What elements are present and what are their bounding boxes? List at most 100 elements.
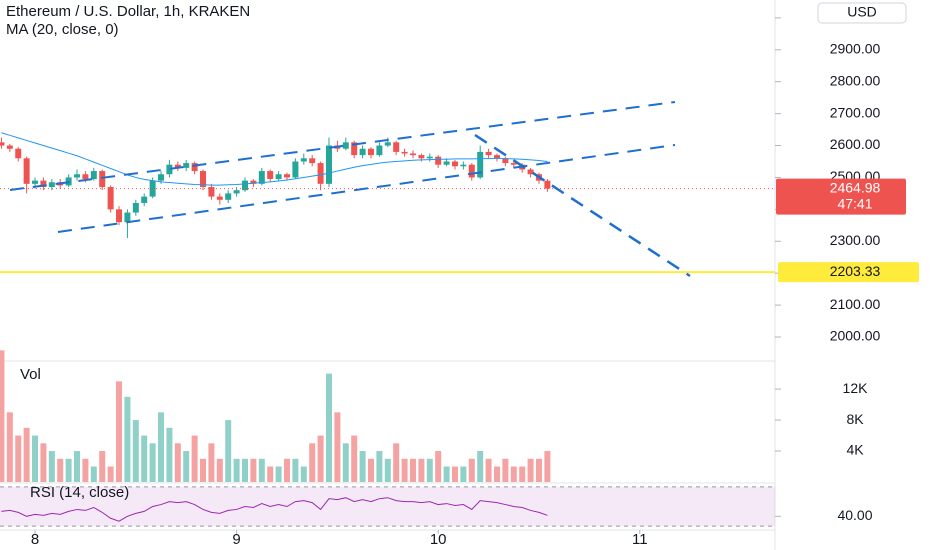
candle-body — [15, 148, 22, 159]
volume-bar — [82, 458, 89, 482]
volume-bar — [477, 451, 484, 482]
candle-body — [418, 155, 425, 159]
volume-bar — [15, 435, 22, 482]
volume-bar — [393, 443, 400, 482]
candle-body — [468, 164, 475, 178]
volume-bar — [116, 381, 123, 482]
ma-line — [1, 132, 548, 186]
candle-body — [174, 164, 181, 168]
volume-bar — [384, 458, 391, 482]
volume-bar — [342, 443, 349, 482]
candle-body — [233, 190, 240, 194]
volume-bar — [527, 458, 534, 482]
volume-bar — [233, 458, 240, 482]
candle-body — [40, 180, 47, 188]
candle-body — [544, 180, 551, 189]
candle-body — [242, 180, 249, 191]
last-price-box — [776, 178, 906, 215]
candle-body — [23, 158, 30, 184]
candle-body — [200, 171, 207, 188]
volume-bar — [359, 451, 366, 482]
y-tick-label: 2300.00 — [830, 232, 881, 248]
candle-body — [502, 158, 509, 164]
y-tick-label: 8K — [846, 411, 864, 427]
volume-bar — [435, 451, 442, 482]
volume-bar — [158, 412, 165, 482]
volume-bar — [242, 458, 249, 482]
y-tick-label: 2100.00 — [830, 296, 881, 312]
volume-bar — [74, 451, 81, 482]
last-price-label: 2464.98 — [830, 179, 881, 195]
y-tick-label: 2600.00 — [830, 136, 881, 152]
candle-body — [317, 163, 324, 184]
candle-body — [300, 158, 307, 162]
volume-bar — [376, 451, 383, 482]
x-tick-label: 11 — [632, 531, 648, 548]
candle-body — [477, 151, 484, 178]
candle-body — [74, 174, 81, 178]
volume-bar — [191, 435, 198, 482]
volume-bar — [250, 458, 257, 482]
volume-bar — [32, 435, 39, 482]
candle-body — [275, 174, 282, 180]
candle-body — [166, 164, 173, 175]
volume-bar — [418, 458, 425, 482]
x-tick-label: 10 — [430, 531, 447, 548]
volume-bar — [443, 466, 450, 482]
volume-bar — [292, 458, 299, 482]
candle-body — [309, 158, 316, 164]
y-tick-label: 2700.00 — [830, 104, 881, 120]
volume-bar — [300, 466, 307, 482]
candle-body — [342, 142, 349, 149]
volume-title: Vol — [20, 366, 41, 383]
volume-bar — [510, 466, 517, 482]
y-tick-label: 2000.00 — [830, 328, 881, 344]
candle-body — [325, 145, 332, 184]
candle-body — [107, 187, 114, 210]
y-tick-label: 2800.00 — [830, 72, 881, 88]
volume-bar — [200, 458, 207, 482]
currency[interactable]: USD — [847, 4, 877, 20]
candle-body — [527, 169, 534, 175]
candle-body — [90, 171, 97, 180]
candle-body — [216, 196, 223, 200]
volume-bar — [40, 443, 47, 482]
candle-body — [141, 196, 148, 203]
volume-bar — [535, 458, 542, 482]
candle-body — [158, 174, 165, 181]
volume-bar — [174, 443, 181, 482]
candle-body — [116, 209, 123, 223]
candle-body — [208, 187, 215, 197]
candle-body — [284, 174, 291, 178]
volume-bar — [493, 466, 500, 482]
volume-bar — [426, 458, 433, 482]
currency-box[interactable] — [817, 2, 907, 24]
volume-bar — [401, 458, 408, 482]
volume-bar — [99, 451, 106, 482]
volume-bar — [275, 466, 282, 482]
x-tick-label: 8 — [31, 531, 39, 548]
volume-bar — [502, 458, 509, 482]
volume-bar — [485, 458, 492, 482]
volume-bar — [460, 466, 467, 482]
candle-body — [401, 151, 408, 154]
volume-bar — [0, 350, 5, 482]
candle-body — [460, 164, 467, 167]
volume-bar — [367, 458, 374, 482]
y-tick-label: 4K — [846, 442, 864, 458]
horizontal-line-label-box — [778, 262, 919, 283]
volume-bar — [544, 451, 551, 482]
candle-body — [485, 151, 492, 156]
candle-body — [6, 145, 13, 149]
volume-bar — [124, 396, 131, 482]
volume-bar — [90, 466, 97, 482]
candle-body — [510, 163, 517, 165]
candle-body — [435, 156, 442, 165]
trend-line — [474, 133, 691, 278]
candle-body — [0, 142, 5, 146]
x-tick-label: 9 — [232, 531, 240, 548]
candle-body — [409, 153, 416, 156]
y-tick-label: 12K — [843, 380, 869, 396]
volume-bar — [351, 435, 358, 482]
trend-line — [57, 144, 676, 233]
